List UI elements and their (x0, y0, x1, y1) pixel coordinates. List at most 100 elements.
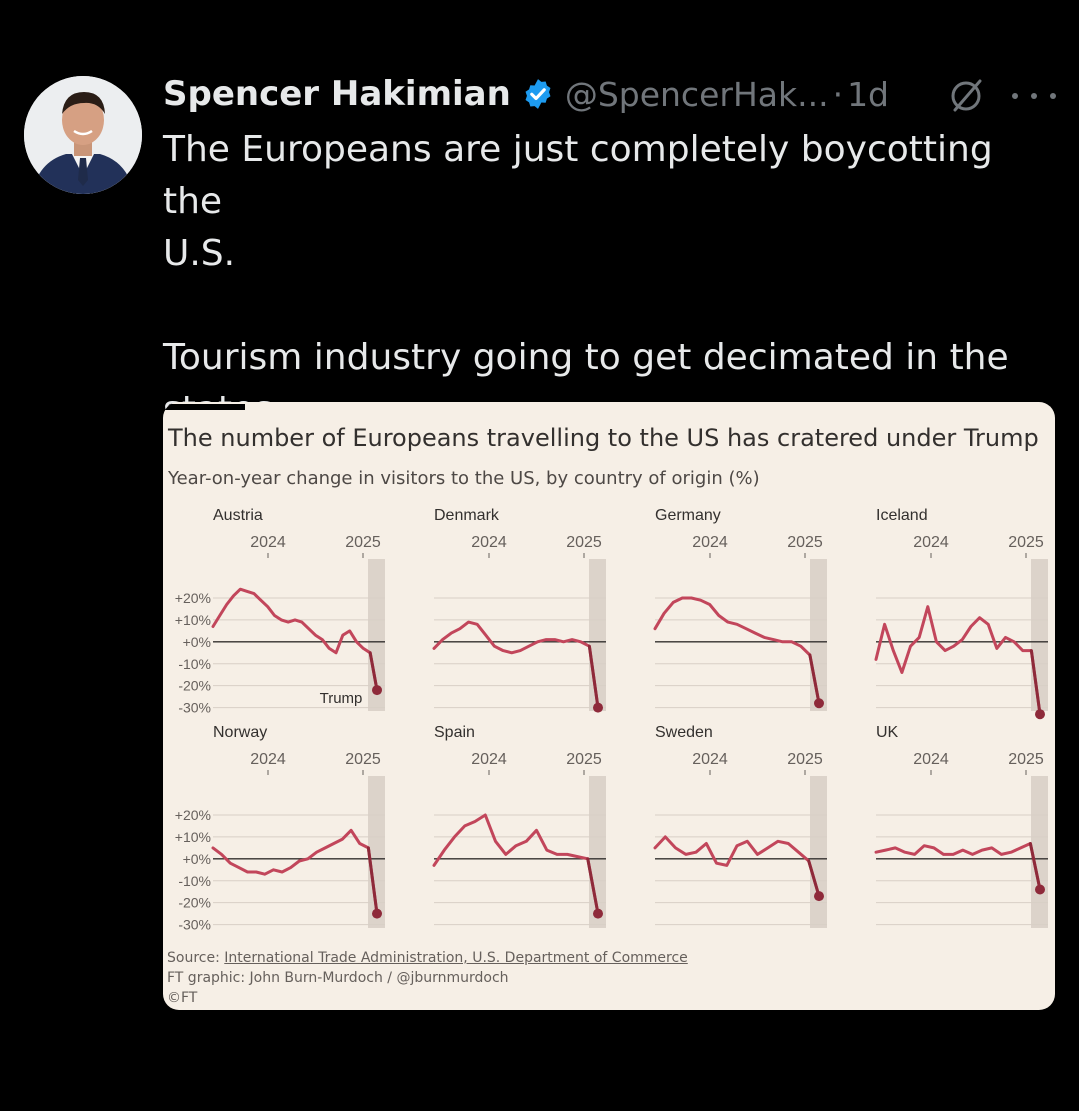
tweet-text: The Europeans are just completely boycot… (163, 129, 1009, 430)
series-drop (587, 644, 600, 710)
chart-panel-norway: Norway 2024 2025 +20% +10% +0% -10% -20% -30% (175, 724, 385, 933)
credit-line: FT graphic: John Burn-Murdoch / @jburnmu… (167, 970, 509, 986)
y-tick-label: -10% (178, 873, 211, 889)
grok-icon[interactable] (946, 76, 986, 116)
chart-panel-austria: Austria 2024 2025 +20% +10% +0% -10% -20% -30% Tr… (175, 507, 385, 716)
panel-title: Iceland (876, 507, 928, 524)
source-prefix: Source: (167, 950, 225, 966)
tweet-time[interactable]: 1d (847, 74, 890, 114)
trump-period-shade (810, 776, 827, 928)
last-point-marker (372, 908, 382, 919)
last-point-marker (1035, 709, 1045, 720)
x-tick-label: 2024 (692, 534, 728, 551)
chart-subtitle: Year-on-year change in visitors to the U… (168, 468, 760, 489)
chart-card[interactable]: The number of Europeans travelling to th… (163, 402, 1055, 1010)
avatar[interactable] (24, 76, 142, 194)
avatar-photo (24, 76, 142, 194)
series-line (432, 620, 600, 710)
x-tick-label: 2025 (345, 751, 381, 768)
panel-title: UK (876, 724, 899, 741)
series-line (874, 842, 1042, 891)
copyright-line: ©FT (167, 990, 198, 1006)
last-point-marker (814, 698, 824, 709)
y-tick-label: +0% (183, 634, 211, 650)
more-dot (1031, 93, 1037, 99)
series-drop (1029, 649, 1042, 716)
x-tick-label: 2024 (250, 534, 286, 551)
separator-dot: · (832, 74, 844, 114)
y-tick-label: -30% (178, 917, 211, 933)
trump-period-shade (589, 559, 606, 711)
y-tick-label: +10% (175, 612, 211, 628)
y-tick-label: -10% (178, 656, 211, 672)
series-line (653, 596, 821, 705)
source-link[interactable]: International Trade Administration, U.S.… (224, 950, 688, 966)
trump-annotation: Trump (320, 690, 363, 707)
last-point-marker (372, 685, 382, 696)
panel-title: Sweden (655, 724, 713, 741)
series-drop (807, 859, 821, 898)
chart-panel-sweden: Sweden 2024 2025 (653, 724, 827, 928)
y-tick-label: +20% (175, 590, 211, 606)
x-tick-label: 2025 (566, 534, 602, 551)
series-line (432, 813, 600, 916)
x-tick-label: 2025 (345, 534, 381, 551)
series-line (653, 835, 821, 898)
ft-accent-bar (163, 404, 245, 410)
series-drop (366, 846, 379, 916)
x-tick-label: 2024 (692, 751, 728, 768)
chart-panel-denmark: Denmark 2024 2025 (432, 507, 606, 713)
x-tick-label: 2025 (1008, 751, 1044, 768)
more-dot (1012, 93, 1018, 99)
y-tick-label: +10% (175, 829, 211, 845)
author-handle[interactable]: @SpencerHak... (564, 74, 829, 114)
series-line (874, 605, 1042, 716)
series-drop (1028, 841, 1042, 892)
x-tick-label: 2024 (471, 751, 507, 768)
more-dot (1050, 93, 1056, 99)
x-tick-label: 2025 (566, 751, 602, 768)
trump-period-shade (368, 559, 385, 711)
chart-panel-spain: Spain 2024 2025 (432, 724, 606, 928)
trump-period-shade (1031, 559, 1048, 711)
chart-panel-uk: UK 2024 2025 (874, 724, 1048, 928)
author-name[interactable]: Spencer Hakimian (163, 74, 511, 114)
y-tick-label: -20% (178, 678, 211, 694)
panel-title: Norway (213, 724, 267, 741)
last-point-marker (593, 908, 603, 919)
x-tick-label: 2025 (787, 751, 823, 768)
panel-title: Germany (655, 507, 721, 524)
series-line (211, 587, 379, 692)
x-tick-label: 2024 (250, 751, 286, 768)
panel-title: Austria (213, 507, 263, 524)
panel-title: Spain (434, 724, 475, 741)
y-tick-label: +0% (183, 851, 211, 867)
more-options-icon[interactable] (1012, 76, 1056, 116)
chart-panel-germany: Germany 2024 2025 (653, 507, 827, 711)
series-drop (808, 653, 821, 705)
verified-badge-icon (525, 79, 551, 109)
last-point-marker (814, 891, 824, 902)
y-tick-label: +20% (175, 807, 211, 823)
chart-panels: Austria 2024 2025 +20% +10% +0% -10% -20% -30% Tr… (175, 507, 1048, 933)
y-tick-label: -30% (178, 700, 211, 716)
x-tick-label: 2024 (471, 534, 507, 551)
series-line (211, 828, 379, 916)
chart-panel-iceland: Iceland 2024 2025 (874, 507, 1048, 720)
x-tick-label: 2024 (913, 534, 949, 551)
series-drop (586, 857, 600, 916)
tweet-header: Spencer Hakimian @SpencerHak... · 1d (163, 72, 889, 116)
chart-title: The number of Europeans travelling to th… (168, 424, 1039, 452)
source-line: Source: International Trade Administrati… (167, 948, 688, 968)
trump-period-shade (368, 776, 385, 928)
x-tick-label: 2024 (913, 751, 949, 768)
x-tick-label: 2025 (787, 534, 823, 551)
last-point-marker (1035, 884, 1045, 895)
panel-title: Denmark (434, 507, 500, 524)
y-tick-label: -20% (178, 895, 211, 911)
x-tick-label: 2025 (1008, 534, 1044, 551)
series-drop (368, 651, 379, 692)
trump-period-shade (810, 559, 827, 711)
last-point-marker (593, 702, 603, 713)
chart-footer: Source: International Trade Administrati… (167, 948, 688, 1008)
